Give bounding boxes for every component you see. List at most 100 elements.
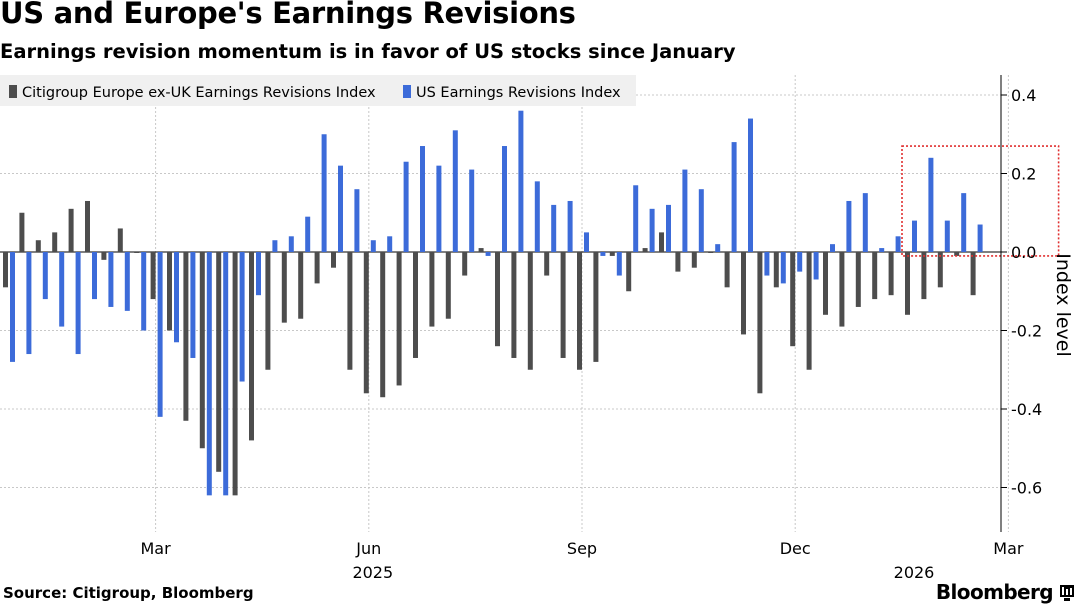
bar-us [239,252,245,382]
bar-us [321,134,327,252]
bar-us [862,193,868,252]
bar-us [830,244,835,252]
bar-us [124,252,130,311]
bloomberg-terminal-icon [1060,585,1074,601]
bar-europe [314,252,320,284]
bar-europe [905,252,910,315]
bar-us [616,252,622,276]
bar-europe [691,252,697,268]
bar-us [354,189,360,252]
bar-us [59,252,65,327]
bar-us [879,248,885,252]
bar-europe [52,232,58,252]
bar-europe [544,252,550,276]
bar-us [436,165,442,252]
axes: 0.4 0.2 0.0 -0.2 -0.4 -0.6 Index level Mar Jun Se… [141,75,1074,582]
bar-us [551,204,557,252]
bar-us [649,208,655,252]
bar-us [715,244,721,252]
y-tick-label: -0.2 [1011,322,1042,341]
bar-europe [741,252,746,335]
y-tick-label: 0.4 [1011,86,1036,105]
x-tick-label: Sep [567,539,597,558]
bar-europe [363,252,369,394]
bar-us [370,240,376,252]
bar-us [698,189,704,252]
bar-us [961,193,967,252]
x-year-label: 2025 [352,563,393,582]
bar-us [288,236,294,252]
bar-europe [773,252,779,288]
bar-europe [609,252,615,256]
legend-swatch-europe [9,85,17,98]
bar-us [469,169,475,252]
bar-europe [921,252,927,300]
bar-us [10,252,15,362]
bar-europe [593,252,599,362]
bar-us [600,252,606,256]
bar-europe [85,200,90,252]
bar-us [42,252,48,300]
bar-europe [954,252,960,256]
bar-us [944,220,950,252]
x-tick-label: Mar [993,539,1024,558]
bar-us [534,181,540,252]
bar-europe [839,252,845,327]
bar-europe [3,252,8,288]
bar-us [338,165,343,252]
bar-us [895,236,901,252]
bar-us [420,146,425,252]
bar-europe [35,240,41,252]
y-tick-label: 0.0 [1011,243,1036,262]
bar-europe [659,232,664,252]
bar-europe [281,252,287,323]
bar-europe [806,252,812,370]
bar-us [584,232,589,252]
source-note: Source: Citigroup, Bloomberg [3,584,254,602]
bar-europe [19,212,25,252]
bar-europe [445,252,451,319]
bars [3,110,1060,496]
bar-us [485,252,491,256]
bar-us [682,169,688,252]
bar-europe [413,252,418,358]
bar-europe [249,252,254,441]
bar-us [387,236,393,252]
bar-europe [101,252,107,260]
bar-us [157,252,163,417]
bar-europe [478,248,484,252]
bar-us [92,252,97,300]
bar-europe [199,252,205,449]
x-tick-label: Jun [355,539,381,558]
bar-us [108,252,114,307]
bar-us [764,252,770,276]
bar-us [567,200,573,252]
bar-europe [724,252,730,288]
x-year-label: 2026 [894,563,935,582]
x-tick-label: Dec [780,539,811,558]
bar-us [731,142,737,252]
bar-europe [872,252,878,300]
bar-us [977,224,983,252]
y-tick-label: -0.6 [1011,479,1042,498]
bar-us [748,118,753,252]
bar-europe [183,252,189,421]
bar-us [403,161,409,252]
y-axis-label: Index level [1052,253,1074,357]
bar-us [75,252,81,355]
bar-europe [68,208,74,252]
bar-us [797,252,803,272]
bar-europe [527,252,533,370]
bar-us [813,252,819,280]
bar-us [912,220,917,252]
bar-us [666,204,671,252]
bar-europe [642,248,648,252]
bar-europe [134,252,140,253]
bar-europe [577,252,582,370]
bar-us [780,252,786,284]
bar-europe [626,252,632,292]
bar-europe [298,252,304,319]
bar-us [26,252,32,355]
legend: Citigroup Europe ex-UK Earnings Revision… [0,75,636,106]
